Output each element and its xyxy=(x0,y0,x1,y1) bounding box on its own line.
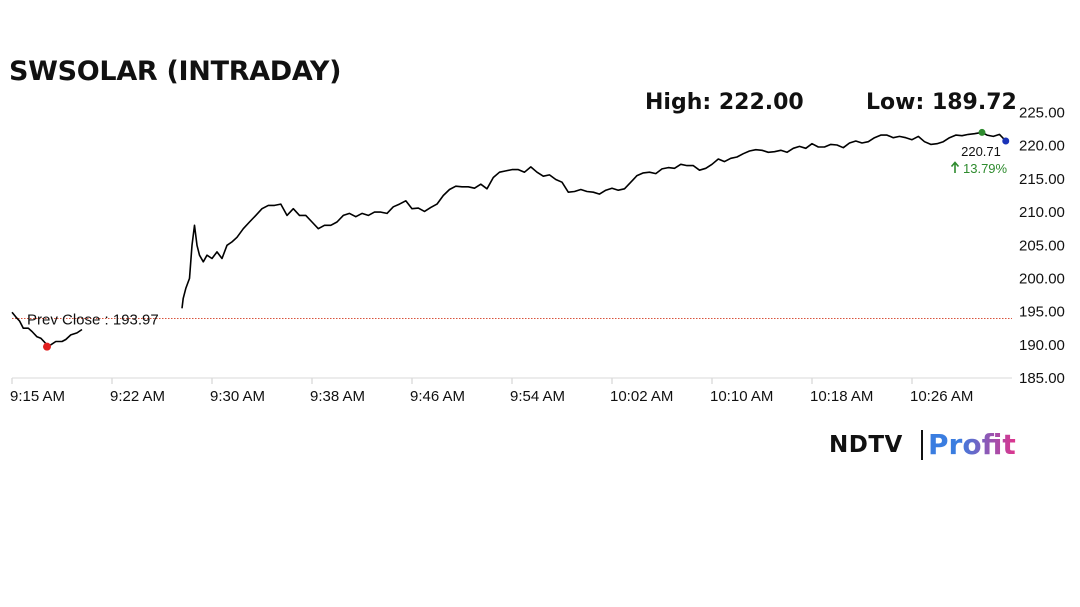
x-axis: 9:15 AM 9:22 AM 9:30 AM 9:38 AM 9:46 AM 9:54 … xyxy=(10,378,973,405)
x-tick-label: 9:22 AM xyxy=(110,388,165,405)
price-line xyxy=(11,131,1007,348)
y-tick-label: 220.00 xyxy=(1019,138,1065,155)
low-value: 189.72 xyxy=(931,90,1017,115)
x-tick-label: 9:15 AM xyxy=(10,388,65,405)
low-label: Low: xyxy=(866,90,925,115)
change-percent: 13.79% xyxy=(963,161,1008,176)
last-marker xyxy=(1002,137,1010,145)
prev-close-label: Prev Close : 193.97 xyxy=(27,311,159,328)
profit-wordmark: Profit xyxy=(928,428,1016,461)
high-marker xyxy=(978,128,986,136)
x-tick-label: 10:26 AM xyxy=(910,388,973,405)
high-label: High: xyxy=(645,90,712,115)
x-tick-label: 10:10 AM xyxy=(710,388,773,405)
y-tick-label: 225.00 xyxy=(1019,105,1065,122)
up-arrow-icon xyxy=(950,161,960,173)
y-tick-label: 185.00 xyxy=(1019,370,1065,387)
y-tick-label: 190.00 xyxy=(1019,337,1065,354)
chart-title: SWSOLAR (INTRADAY) xyxy=(9,56,342,87)
change-readout: 13.79% xyxy=(950,161,1008,176)
x-tick-label: 10:02 AM xyxy=(610,388,673,405)
logo-divider xyxy=(921,430,923,460)
y-tick-label: 205.00 xyxy=(1019,237,1065,254)
low-marker xyxy=(43,342,51,351)
last-price-label: 220.71 xyxy=(961,144,1001,159)
x-tick-label: 10:18 AM xyxy=(810,388,873,405)
high-readout: High: 222.00 xyxy=(645,90,804,115)
x-tick-label: 9:46 AM xyxy=(410,388,465,405)
low-readout: Low: 189.72 xyxy=(866,90,1017,115)
y-tick-label: 195.00 xyxy=(1019,304,1065,321)
y-tick-label: 215.00 xyxy=(1019,171,1065,188)
y-axis: 225.00 220.00 215.00 210.00 205.00 200.00 195.… xyxy=(1019,105,1065,388)
y-tick-label: 210.00 xyxy=(1019,204,1065,221)
x-tick-label: 9:54 AM xyxy=(510,388,565,405)
high-value: 222.00 xyxy=(718,90,804,115)
ndtv-wordmark: NDTV xyxy=(829,432,903,458)
x-tick-label: 9:30 AM xyxy=(210,388,265,405)
y-tick-label: 200.00 xyxy=(1019,270,1065,287)
x-tick-label: 9:38 AM xyxy=(310,388,365,405)
